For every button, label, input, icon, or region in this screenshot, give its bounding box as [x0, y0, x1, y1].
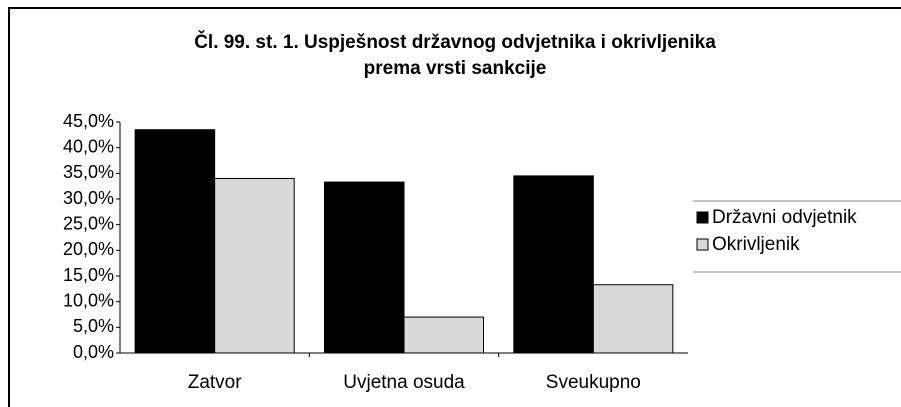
y-tick-label: 30,0% [63, 188, 114, 208]
bar [323, 181, 405, 354]
y-tick-label: 10,0% [63, 290, 114, 310]
y-tick-label: 15,0% [63, 265, 114, 285]
x-tick-label: Uvjetna osuda [343, 372, 465, 393]
bar [403, 316, 485, 354]
legend-swatch [696, 211, 709, 224]
bar [214, 177, 295, 354]
y-tick-label: 25,0% [63, 213, 114, 233]
legend-label: Državni odvjetnik [712, 207, 857, 228]
y-tick-label: 35,0% [63, 162, 114, 182]
y-tick-label: 40,0% [63, 136, 114, 156]
bar [513, 175, 594, 354]
legend-label: Okrivljenik [712, 234, 800, 255]
chart-title: Čl. 99. st. 1. Uspješnost državnog odvje… [194, 31, 716, 53]
y-tick-label: 5,0% [73, 316, 114, 336]
y-tick-label: 20,0% [63, 239, 114, 259]
x-tick-label: Sveukupno [546, 372, 641, 393]
y-tick-label: 45,0% [63, 111, 114, 131]
chart-border [8, 7, 901, 407]
bar [134, 129, 216, 354]
bar [592, 284, 674, 354]
y-tick-label: 0,0% [73, 342, 114, 362]
chart-title: prema vrsti sankcije [364, 58, 547, 79]
x-tick-label: Zatvor [188, 372, 243, 393]
legend-swatch [696, 238, 709, 251]
